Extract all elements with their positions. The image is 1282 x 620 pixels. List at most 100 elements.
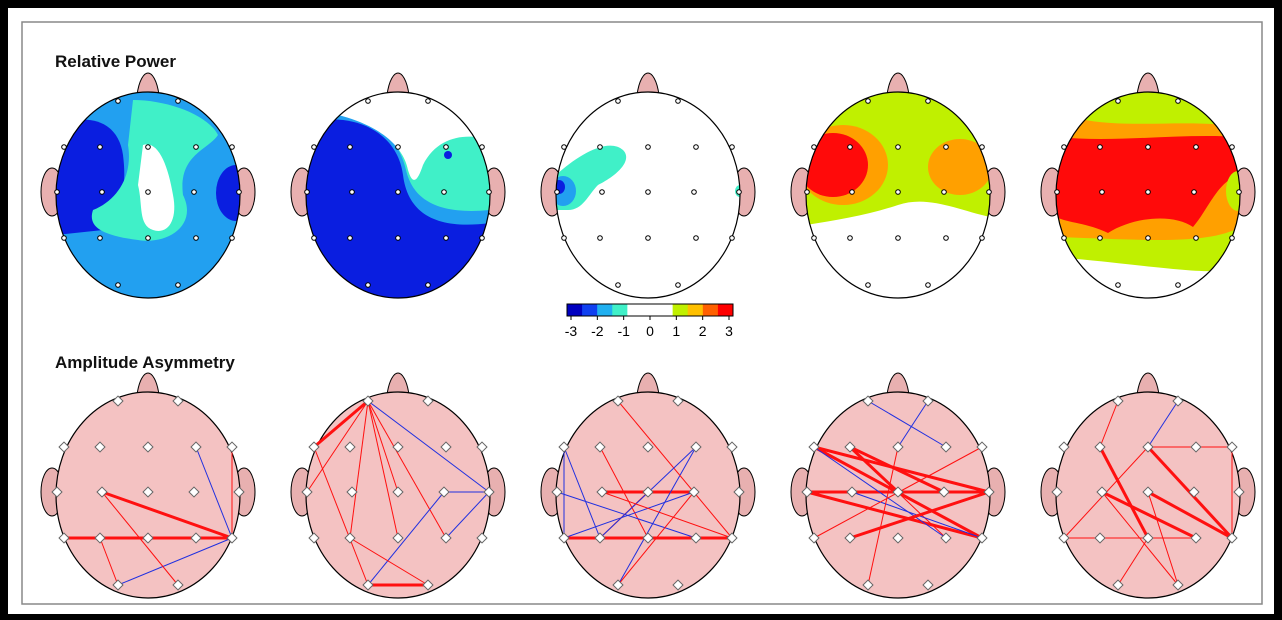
electrode: [62, 236, 67, 241]
electrode: [1098, 236, 1103, 241]
electrode: [426, 283, 431, 288]
electrode: [366, 283, 371, 288]
scale-label: -1: [617, 323, 630, 339]
electrode: [850, 190, 855, 195]
section-title: Relative Power: [55, 52, 176, 71]
electrode: [350, 190, 355, 195]
electrode: [944, 236, 949, 241]
electrode: [192, 190, 197, 195]
electrode: [646, 145, 651, 150]
electrode: [444, 145, 449, 150]
electrode: [1176, 283, 1181, 288]
electrode: [442, 190, 447, 195]
scale-swatch: [627, 304, 643, 316]
electrode: [1116, 283, 1121, 288]
electrode: [230, 236, 235, 241]
electrode: [480, 236, 485, 241]
electrode: [926, 283, 931, 288]
electrode: [848, 236, 853, 241]
power-map: [306, 92, 490, 298]
electrode: [98, 236, 103, 241]
scale-swatch: [658, 304, 674, 316]
section-title: Amplitude Asymmetry: [55, 353, 235, 372]
electrode: [812, 145, 817, 150]
electrode: [1146, 236, 1151, 241]
electrode: [146, 145, 151, 150]
electrode: [598, 236, 603, 241]
electrode: [305, 190, 310, 195]
electrode: [98, 145, 103, 150]
scale-swatch: [582, 304, 598, 316]
electrode: [396, 236, 401, 241]
electrode: [146, 190, 151, 195]
electrode: [730, 236, 735, 241]
electrode: [926, 99, 931, 104]
electrode: [426, 99, 431, 104]
electrode: [1230, 236, 1235, 241]
electrode: [600, 190, 605, 195]
electrode: [62, 145, 67, 150]
electrode: [987, 190, 992, 195]
electrode: [1100, 190, 1105, 195]
electrode: [866, 283, 871, 288]
electrode: [176, 283, 181, 288]
electrode: [1192, 190, 1197, 195]
scale-label: 3: [725, 323, 733, 339]
electrode: [944, 145, 949, 150]
scale-label: -2: [591, 323, 604, 339]
scale-label: 2: [699, 323, 707, 339]
electrode: [646, 190, 651, 195]
electrode: [676, 99, 681, 104]
electrode: [1146, 190, 1151, 195]
electrode: [896, 190, 901, 195]
scale-label: 1: [672, 323, 680, 339]
electrode: [1237, 190, 1242, 195]
electrode: [55, 190, 60, 195]
electrode: [312, 236, 317, 241]
electrode: [100, 190, 105, 195]
electrode: [1055, 190, 1060, 195]
brain-map-panel: Relative Power Amplitude Asymmetry -3 -2-…: [0, 0, 1282, 620]
electrode: [676, 283, 681, 288]
scale-swatch: [612, 304, 628, 316]
scale-label: -3: [565, 323, 578, 339]
electrode: [1062, 145, 1067, 150]
electrode: [980, 145, 985, 150]
electrode: [562, 236, 567, 241]
electrode: [176, 99, 181, 104]
scale-swatch: [718, 304, 734, 316]
scale-swatch: [688, 304, 704, 316]
scale-swatch: [673, 304, 689, 316]
electrode: [366, 99, 371, 104]
electrode: [194, 145, 199, 150]
electrode: [194, 236, 199, 241]
electrode: [812, 236, 817, 241]
electrode: [480, 145, 485, 150]
electrode: [942, 190, 947, 195]
electrode: [896, 236, 901, 241]
electrode: [848, 145, 853, 150]
electrode: [616, 99, 621, 104]
electrode: [487, 190, 492, 195]
electrode: [694, 236, 699, 241]
electrode: [1230, 145, 1235, 150]
electrode: [1146, 145, 1151, 150]
electrode: [616, 283, 621, 288]
electrode: [230, 145, 235, 150]
electrode: [1062, 236, 1067, 241]
electrode: [730, 145, 735, 150]
scale-label: 0: [646, 323, 654, 339]
electrode: [598, 145, 603, 150]
electrode: [980, 236, 985, 241]
electrode: [1194, 145, 1199, 150]
electrode: [237, 190, 242, 195]
scale-swatch: [642, 304, 658, 316]
electrode: [146, 236, 151, 241]
electrode: [805, 190, 810, 195]
electrode: [555, 190, 560, 195]
electrode: [562, 145, 567, 150]
electrode: [692, 190, 697, 195]
electrode: [1098, 145, 1103, 150]
electrode: [737, 190, 742, 195]
power-region: [444, 151, 452, 159]
